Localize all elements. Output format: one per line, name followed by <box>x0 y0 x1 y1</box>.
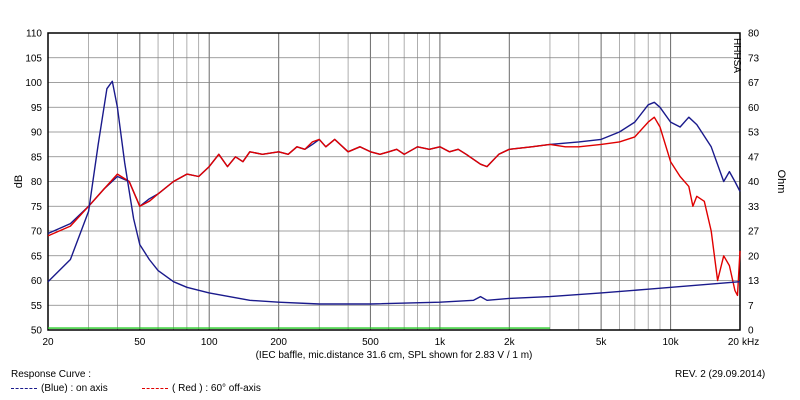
legend-off-axis: ( Red ) : 60° off-axis <box>142 383 261 394</box>
y-left-tick-label: 110 <box>26 29 42 40</box>
y-right-tick-label: 7 <box>748 301 754 312</box>
x-tick-label: 5k <box>596 337 608 348</box>
y-left-tick-label: 65 <box>31 251 43 262</box>
y-left-tick-label: 80 <box>31 177 43 188</box>
y-right-tick-label: 53 <box>748 128 760 139</box>
vertical-watermark: HHHSA <box>731 38 742 73</box>
y-right-tick-label: 73 <box>748 53 760 64</box>
y-right-tick-label: 67 <box>748 78 760 89</box>
plot-frame <box>47 32 741 331</box>
legend-off-axis-label: ( Red ) : 60° off-axis <box>172 383 261 394</box>
x-tick-label: 200 <box>270 337 287 348</box>
x-tick-label: 500 <box>362 337 379 348</box>
y-left-tick-label: 105 <box>25 53 42 64</box>
x-tick-label: 1k <box>435 337 447 348</box>
y-left-tick-label: 60 <box>31 276 43 287</box>
y-left-tick-label: 55 <box>31 301 43 312</box>
y-right-tick-label: 13 <box>748 276 760 287</box>
legend-on-axis: (Blue) : on axis <box>11 383 108 394</box>
y-right-tick-label: 60 <box>748 103 760 114</box>
legend-on-axis-label: (Blue) : on axis <box>41 383 108 394</box>
y-right-tick-label: 27 <box>748 227 760 238</box>
revision-label: REV. 2 (29.09.2014) <box>675 369 766 380</box>
y-right-tick-label: 80 <box>748 29 760 40</box>
y-axis-left-title: dB <box>13 175 25 188</box>
y-left-tick-label: 85 <box>31 152 43 163</box>
x-axis-unit-label: kHz <box>742 337 759 348</box>
y-left-tick-label: 100 <box>25 78 42 89</box>
x-tick-label: 2k <box>504 337 516 348</box>
response-curve-heading: Response Curve : <box>11 369 92 380</box>
y-left-tick-label: 70 <box>31 227 43 238</box>
y-right-tick-label: 20 <box>748 251 760 262</box>
y-right-tick-label: 40 <box>748 177 760 188</box>
x-tick-label: 10k <box>662 337 679 348</box>
right-tick-labels: 0 7 13 20 27 33 40 47 53 60 67 73 80 <box>748 29 760 337</box>
y-right-tick-label: 47 <box>748 152 760 163</box>
y-right-tick-label: 33 <box>748 202 760 213</box>
measurement-caption: (IEC baffle, mic.distance 31.6 cm, SPL s… <box>256 350 533 361</box>
y-right-tick-label: 0 <box>748 326 754 337</box>
y-axis-right-title: Ohm <box>775 170 787 194</box>
x-tick-label: 20 <box>42 337 54 348</box>
y-left-tick-label: 75 <box>31 202 43 213</box>
y-left-tick-label: 95 <box>31 103 43 114</box>
x-tick-label: 100 <box>201 337 218 348</box>
series-layer <box>47 80 741 329</box>
x-tick-label: 20 <box>728 337 740 348</box>
legend-red-swatch <box>142 387 168 389</box>
x-tick-label: 50 <box>134 337 146 348</box>
legend-blue-swatch <box>11 387 37 389</box>
series-60-off-axis <box>47 116 741 297</box>
grid <box>48 33 740 330</box>
series-impedance <box>47 80 741 305</box>
left-tick-labels: 50 55 60 65 70 75 80 85 90 95 100 105 110 <box>25 29 42 337</box>
y-left-tick-label: 50 <box>31 326 43 337</box>
series-on-axis <box>47 101 741 235</box>
y-left-tick-label: 90 <box>31 128 43 139</box>
bottom-tick-labels: 20 50 100 200 500 1k 2k 5k 10k 20 <box>42 337 739 348</box>
